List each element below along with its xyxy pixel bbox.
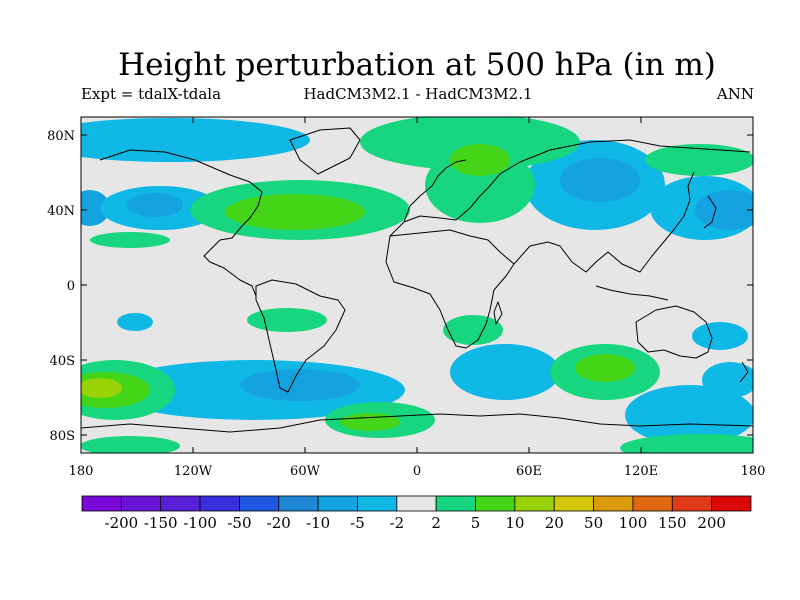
lon-label: 120W (174, 464, 213, 479)
positive-anomaly-region (225, 194, 365, 230)
colorbar-label: 150 (658, 514, 687, 532)
colorbar-label: 200 (697, 514, 726, 532)
colorbar-swatch (593, 495, 634, 512)
anomaly-fill-negative (81, 118, 753, 445)
colorbar-swatch (317, 495, 358, 512)
negative-anomaly-region (81, 118, 310, 162)
experiment-label: Expt = tdalX-tdala (81, 85, 222, 103)
lon-label: 180 (69, 464, 94, 479)
colorbar-swatch (81, 495, 122, 512)
colorbar-label: -100 (183, 514, 217, 532)
negative-anomaly-region (81, 190, 110, 226)
colorbar-swatch (199, 495, 240, 512)
colorbar-swatch (514, 495, 555, 512)
africa-coast (385, 229, 515, 349)
colorbar-label: 5 (471, 514, 481, 532)
colorbar-swatch (671, 495, 713, 512)
lon-label: 60W (290, 464, 321, 479)
new-zealand-coast (739, 361, 749, 383)
lon-label: 180 (741, 464, 766, 479)
positive-anomaly-region (90, 232, 170, 248)
colorbar-label: 2 (431, 514, 441, 532)
lon-label: 0 (413, 464, 421, 479)
positive-anomaly-region (443, 315, 503, 345)
coastlines (81, 127, 753, 433)
asia-south-coast (513, 171, 695, 273)
positive-anomaly-region (81, 378, 122, 398)
colorbar-swatch (475, 495, 516, 512)
antarctica-coast (81, 413, 753, 433)
japan-coast (703, 195, 717, 229)
colorbar-swatch (278, 495, 319, 512)
colorbar-label: 10 (505, 514, 524, 532)
season-label: ANN (716, 85, 754, 103)
south-america-coast (255, 279, 346, 393)
colorbar-swatch (711, 495, 752, 512)
lat-label: 80N (47, 129, 75, 144)
colorbar-label: 100 (619, 514, 648, 532)
positive-anomaly-region (620, 434, 753, 453)
north-america-coast (99, 149, 263, 297)
negative-anomaly-region (702, 362, 753, 398)
lat-label: 80S (50, 429, 75, 444)
colorbar-label: -150 (144, 514, 178, 532)
negative-anomaly-region (127, 193, 183, 217)
colorbar-label: 50 (584, 514, 603, 532)
positive-anomaly-region (360, 117, 580, 170)
colorbar-swatch (357, 495, 398, 512)
map-title: Height perturbation at 500 hPa (in m) (118, 47, 716, 83)
positive-anomaly-region (247, 308, 327, 332)
negative-anomaly-region (692, 322, 748, 350)
positive-anomaly-region (575, 354, 635, 382)
colorbar-swatch (239, 495, 280, 512)
colorbar-label: -50 (227, 514, 251, 532)
negative-anomaly-region (625, 385, 753, 445)
colorbar-swatch (396, 495, 437, 512)
colorbar-swatch (435, 495, 476, 512)
lat-label: 0 (67, 279, 75, 294)
europe-coast (403, 159, 467, 223)
negative-anomaly-region (450, 344, 560, 400)
positive-anomaly-region (340, 413, 400, 431)
axis-labels: 80N 40N 0 40S 80S 180 120W 60W 0 60E 120E 180 (47, 129, 765, 479)
madagascar-coast (493, 301, 503, 325)
colorbar-swatch (160, 495, 201, 512)
colorbar-label: -5 (350, 514, 365, 532)
colorbar-label: -10 (306, 514, 330, 532)
anomaly-fill-positive (81, 117, 753, 453)
maritime-islands-coast (595, 285, 669, 301)
model-label: HadCM3M2.1 - HadCM3M2.1 (303, 85, 533, 103)
colorbar-label: 20 (545, 514, 564, 532)
lon-label: 60E (516, 464, 542, 479)
colorbar: -200 -150 -100 -50 -20 -10 -5 -2 2 5 10 20 50 100 150 2… (81, 495, 752, 532)
colorbar-swatch (553, 495, 594, 512)
positive-anomaly-region (645, 144, 753, 176)
negative-anomaly-region (240, 369, 360, 401)
positive-anomaly-region (81, 436, 180, 453)
axis-ticks (80, 117, 754, 453)
australia-coast (635, 305, 713, 359)
eurasia-coast (389, 139, 751, 237)
colorbar-swatch (632, 495, 673, 512)
positive-anomaly-region (450, 144, 510, 176)
negative-anomaly-region (560, 158, 640, 202)
lon-label: 120E (624, 464, 658, 479)
map-panel (81, 117, 753, 453)
colorbar-label: -200 (105, 514, 139, 532)
negative-anomaly-region (695, 190, 753, 230)
colorbar-swatch (120, 495, 162, 512)
greenland-coast (289, 127, 361, 175)
negative-anomaly-region (117, 313, 153, 331)
lat-label: 40S (50, 354, 75, 369)
colorbar-label: -2 (390, 514, 405, 532)
colorbar-label: -20 (267, 514, 291, 532)
lat-label: 40N (47, 204, 75, 219)
